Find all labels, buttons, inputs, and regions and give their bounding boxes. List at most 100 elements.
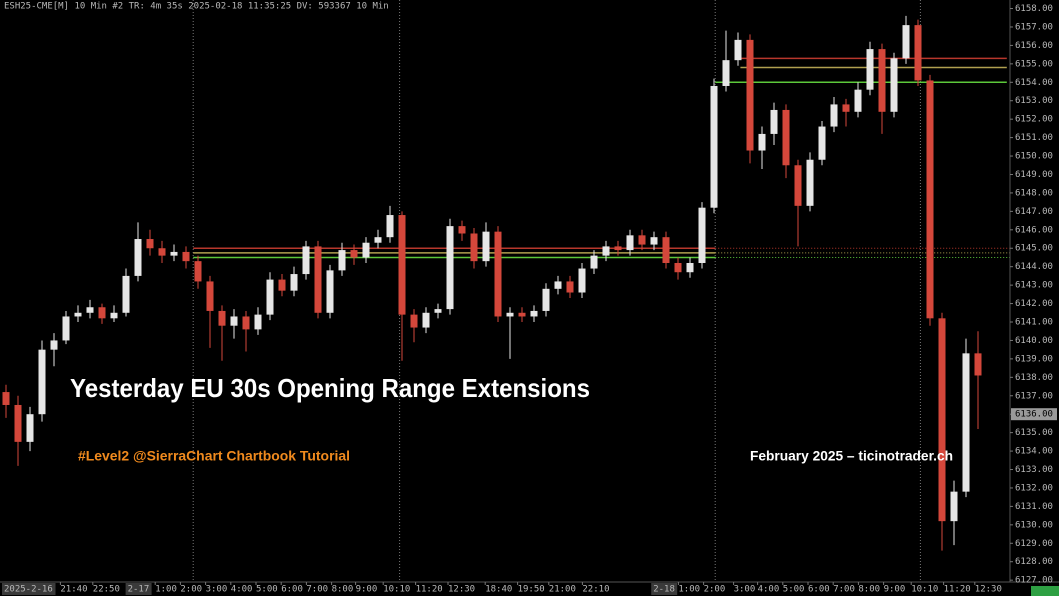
- candle-body: [158, 248, 166, 256]
- candle-body: [842, 104, 850, 112]
- chart-title: Yesterday EU 30s Opening Range Extension…: [70, 373, 590, 403]
- plot-area: [2, 0, 1010, 582]
- candle-body: [602, 246, 610, 256]
- candle-body: [62, 316, 70, 341]
- candle-body: [338, 250, 346, 271]
- x-tick-label: 19:50: [518, 585, 545, 595]
- candle-body: [410, 314, 418, 328]
- x-tick-label: 5:00: [256, 585, 278, 595]
- y-tick-label: 6129.00: [1015, 539, 1053, 549]
- candle-body: [638, 235, 646, 245]
- candle-body: [170, 251, 178, 256]
- y-tick-label: 6141.00: [1015, 318, 1053, 328]
- candle-body: [590, 255, 598, 269]
- candle-body: [386, 215, 394, 238]
- x-tick-label: 2:00: [180, 585, 202, 595]
- x-tick-label: 22:50: [93, 585, 120, 595]
- candle-body: [38, 349, 46, 415]
- candle-body: [422, 312, 430, 328]
- x-tick-label: 6:00: [281, 585, 303, 595]
- candle-body: [902, 25, 910, 59]
- candle-body: [266, 279, 274, 315]
- x-tick-label: 12:30: [448, 585, 475, 595]
- candle-body: [554, 281, 562, 289]
- y-tick-label: 6154.00: [1015, 78, 1053, 88]
- candle-body: [866, 49, 874, 90]
- candle-body: [566, 281, 574, 293]
- candle-body: [122, 275, 130, 313]
- candle-body: [458, 226, 466, 234]
- y-tick-label: 6147.00: [1015, 207, 1053, 217]
- candle-body: [818, 126, 826, 160]
- candle-body: [878, 49, 886, 112]
- x-tick-label: 9:00: [356, 585, 378, 595]
- candle-body: [782, 109, 790, 166]
- y-tick-label: 6142.00: [1015, 299, 1053, 309]
- x-tick-label: 2:00: [704, 585, 726, 595]
- candle-body: [314, 246, 322, 313]
- y-tick-label: 6157.00: [1015, 22, 1053, 32]
- x-tick-label: 1:00: [155, 585, 177, 595]
- y-tick-label: 6137.00: [1015, 391, 1053, 401]
- candle-body: [734, 39, 742, 61]
- candle-body: [974, 353, 982, 376]
- candle-body: [806, 159, 814, 206]
- y-tick-label: 6145.00: [1015, 244, 1053, 254]
- date-tick-box: [2, 583, 56, 595]
- y-tick-label: 6148.00: [1015, 188, 1053, 198]
- y-tick-label: 6144.00: [1015, 262, 1053, 272]
- candle-body: [50, 340, 58, 350]
- candle-body: [98, 307, 106, 319]
- x-tick-label: 2025-2-16: [4, 585, 53, 595]
- x-tick-label: 4:00: [758, 585, 780, 595]
- y-tick-label: 6128.00: [1015, 557, 1053, 567]
- x-tick-label: 3:00: [734, 585, 756, 595]
- date-tick-box: [125, 583, 152, 595]
- y-tick-label: 6130.00: [1015, 520, 1053, 530]
- candle-body: [146, 239, 154, 249]
- candle-body: [26, 414, 34, 442]
- candle-body: [914, 25, 922, 81]
- status-indicator: [1031, 586, 1059, 596]
- y-tick-label: 6156.00: [1015, 41, 1053, 51]
- candle-body: [254, 314, 262, 330]
- y-tick-label: 6143.00: [1015, 281, 1053, 291]
- x-tick-label: 22:10: [582, 585, 609, 595]
- candle-body: [350, 250, 358, 258]
- x-tick-label: 7:00: [306, 585, 328, 595]
- x-tick-label: 11:20: [416, 585, 443, 595]
- candle-body: [494, 231, 502, 317]
- candle-body: [74, 312, 82, 317]
- candle-body: [398, 215, 406, 315]
- x-tick-label: 2-18: [653, 585, 675, 595]
- candle-body: [470, 233, 478, 262]
- candle-body: [770, 109, 778, 134]
- candle-body: [2, 392, 10, 405]
- x-tick-label: 10:10: [383, 585, 410, 595]
- x-tick-label: 10:10: [911, 585, 938, 595]
- candle-body: [482, 231, 490, 262]
- candle-body: [374, 237, 382, 243]
- y-tick-label: 6134.00: [1015, 447, 1053, 457]
- y-tick-label: 6150.00: [1015, 152, 1053, 162]
- y-tick-label: 6140.00: [1015, 336, 1053, 346]
- y-tick-label: 6127.00: [1015, 576, 1053, 586]
- x-tick-label: 3:00: [206, 585, 228, 595]
- x-tick-label: 5:00: [783, 585, 805, 595]
- x-tick-label: 11:20: [944, 585, 971, 595]
- candle-body: [434, 309, 442, 313]
- y-tick-label: 6149.00: [1015, 170, 1053, 180]
- candle-body: [362, 242, 370, 258]
- chart-subtitle: #Level2 @SierraChart Chartbook Tutorial: [78, 448, 350, 464]
- y-tick-label: 6138.00: [1015, 373, 1053, 383]
- x-tick-label: 21:40: [60, 585, 87, 595]
- candle-body: [662, 237, 670, 263]
- candle-body: [206, 281, 214, 311]
- chart-header: ESH25-CME[M] 10 Min #2 TR: 4m 35s 2025-0…: [4, 2, 389, 12]
- x-tick-label: 8:00: [332, 585, 354, 595]
- candle-body: [854, 89, 862, 112]
- candle-body: [14, 404, 22, 442]
- x-tick-label: 2-17: [128, 585, 150, 595]
